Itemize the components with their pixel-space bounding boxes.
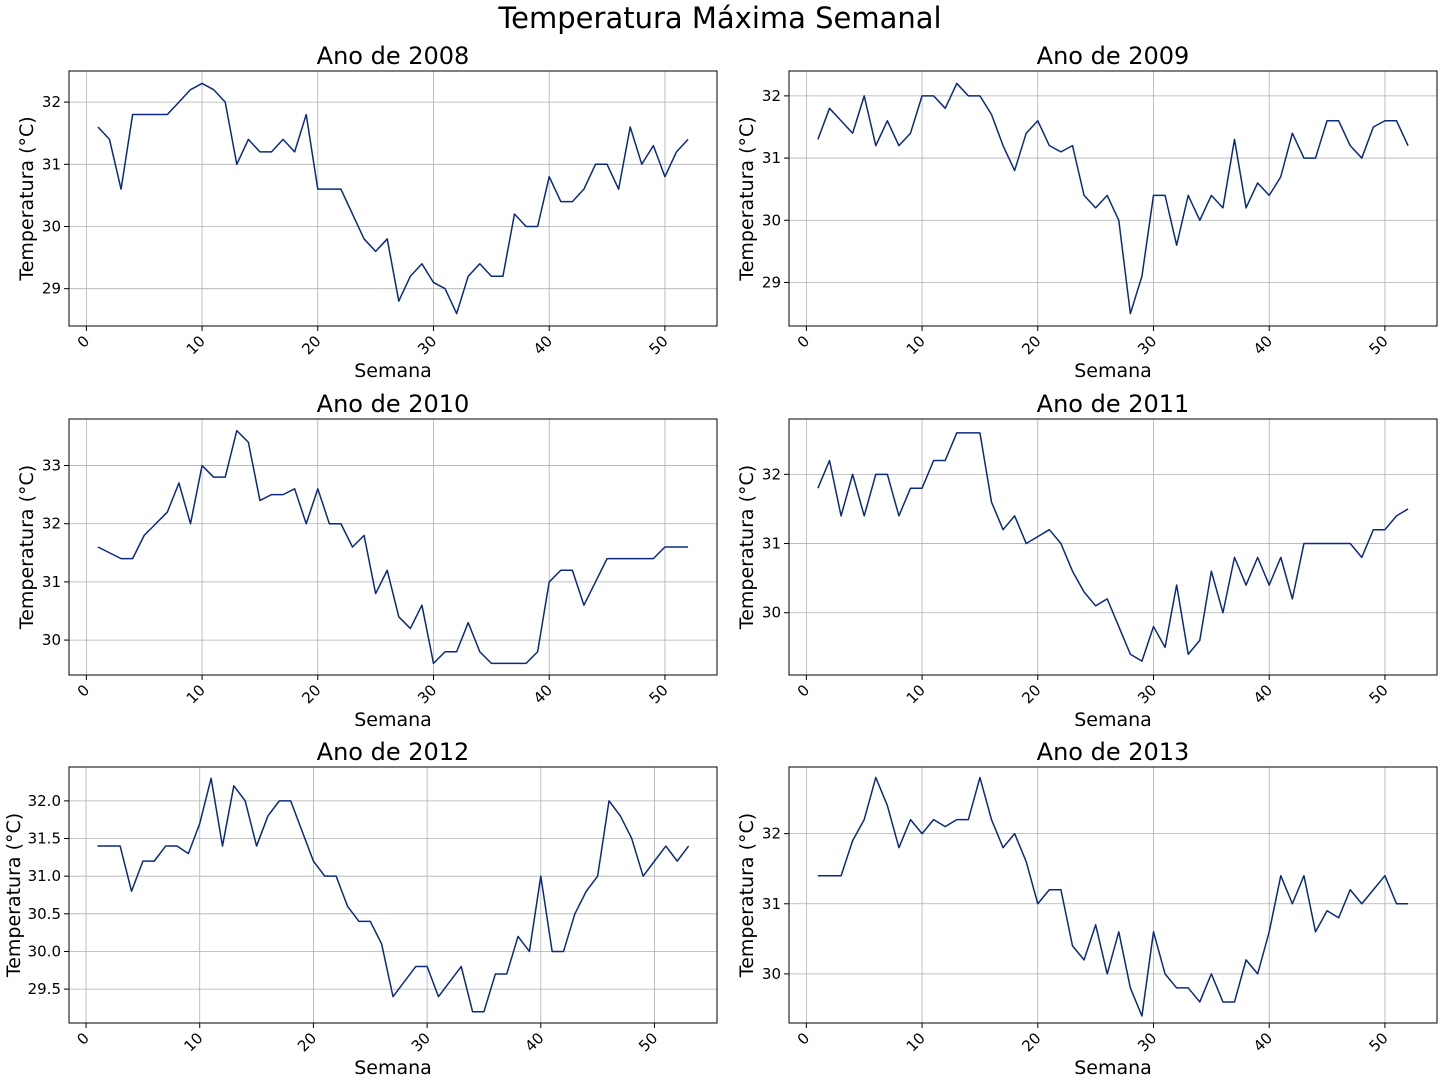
- y-tick-label: 30: [42, 217, 61, 235]
- x-tick-label: 20: [298, 332, 324, 358]
- axes-frame: [68, 766, 718, 1024]
- x-tick-label: 10: [183, 681, 209, 707]
- y-axis-label: Temperatura (°C): [736, 813, 758, 978]
- series-line: [817, 432, 1409, 662]
- subplot-title: Ano de 2009: [1037, 42, 1190, 70]
- x-axis-label: Semana: [1074, 709, 1152, 731]
- axes-frame: [788, 70, 1438, 327]
- x-tick-label: 40: [530, 332, 556, 358]
- x-tick-label: 30: [414, 681, 440, 707]
- subplot-4: 0 10 20 30 40 50 30 31 32 Ano de 2011 Semana Temper…: [736, 390, 1438, 731]
- x-tick-label: 40: [1250, 681, 1276, 707]
- subplot-2: 0 10 20 30 40 50 29 30 31 32 Ano de 2009 Semana Temp…: [736, 42, 1438, 382]
- y-tick-label: 31: [762, 535, 781, 553]
- x-tick-label: 20: [1018, 332, 1044, 358]
- x-tick-label: 40: [1250, 332, 1276, 358]
- y-tick-label: 29: [42, 280, 61, 298]
- y-tick-label: 32: [42, 515, 61, 533]
- x-tick-label: 10: [903, 332, 929, 358]
- x-tick-label: 10: [903, 1029, 929, 1055]
- x-axis-label: Semana: [354, 709, 432, 731]
- subplot-title: Ano de 2008: [317, 42, 470, 70]
- y-axis-label: Temperatura (°C): [736, 116, 758, 281]
- x-tick-label: 50: [646, 681, 672, 707]
- y-tick-label: 29: [762, 273, 781, 291]
- x-tick-label: 40: [521, 1029, 547, 1055]
- x-axis-label: Semana: [354, 1057, 432, 1079]
- y-tick-label: 32.0: [28, 792, 61, 810]
- y-tick-label: 32: [762, 465, 781, 483]
- y-axis-label: Temperatura (°C): [3, 813, 25, 978]
- x-tick-label: 10: [180, 1029, 206, 1055]
- y-tick-label: 29.5: [28, 980, 61, 998]
- x-tick-label: 40: [530, 681, 556, 707]
- series-line: [817, 82, 1409, 315]
- y-tick-label: 31: [42, 573, 61, 591]
- x-tick-label: 0: [74, 332, 93, 351]
- y-tick-label: 31: [762, 895, 781, 913]
- y-tick-label: 31.0: [28, 867, 61, 885]
- x-tick-label: 40: [1250, 1029, 1276, 1055]
- y-tick-label: 32: [762, 87, 781, 105]
- axes-frame: [788, 418, 1438, 676]
- y-axis-label: Temperatura (°C): [16, 465, 38, 630]
- series-line: [817, 776, 1409, 1017]
- x-tick-label: 20: [294, 1029, 320, 1055]
- y-tick-label: 30.0: [28, 942, 61, 960]
- x-tick-label: 30: [1134, 681, 1160, 707]
- x-tick-label: 0: [794, 681, 813, 700]
- y-tick-label: 30: [762, 965, 781, 983]
- x-axis-label: Semana: [354, 360, 432, 382]
- x-tick-label: 20: [298, 681, 324, 707]
- series-line: [97, 777, 690, 1013]
- x-tick-label: 30: [408, 1029, 434, 1055]
- subplot-1: 0 10 20 30 40 50 29 30 31 32 Ano de 2008 Semana Temp…: [16, 42, 718, 382]
- series-line: [97, 82, 689, 315]
- y-tick-label: 31: [42, 155, 61, 173]
- y-tick-label: 33: [42, 457, 61, 475]
- subplot-3: 0 10 20 30 40 50 30 31 32 33 Ano de 2010 Semana Temp…: [16, 390, 718, 731]
- axes-frame: [788, 766, 1438, 1024]
- subplot-6: 0 10 20 30 40 50 30 31 32 Ano de 2013 Semana Temper…: [736, 738, 1438, 1079]
- subplot-5: 0 10 20 30 40 50 29.5 30.0 30.5 31.0 31.5 32.0 Ano d…: [3, 738, 718, 1079]
- x-tick-label: 20: [1018, 1029, 1044, 1055]
- x-tick-label: 50: [635, 1029, 661, 1055]
- series-line: [97, 429, 689, 665]
- x-tick-label: 0: [794, 1029, 813, 1048]
- axes-frame: [68, 70, 718, 327]
- x-axis-label: Semana: [1074, 360, 1152, 382]
- y-tick-label: 30: [762, 604, 781, 622]
- subplot-title: Ano de 2013: [1037, 738, 1190, 766]
- x-tick-label: 10: [903, 681, 929, 707]
- subplot-title: Ano de 2010: [317, 390, 470, 418]
- subplot-title: Ano de 2011: [1037, 390, 1190, 418]
- x-tick-label: 50: [646, 332, 672, 358]
- x-tick-label: 30: [414, 332, 440, 358]
- x-tick-label: 10: [183, 332, 209, 358]
- x-tick-label: 30: [1134, 1029, 1160, 1055]
- axes-frame: [68, 418, 718, 676]
- y-tick-label: 32: [762, 825, 781, 843]
- x-tick-label: 20: [1018, 681, 1044, 707]
- x-tick-label: 50: [1366, 1029, 1392, 1055]
- y-tick-label: 31: [762, 149, 781, 167]
- y-tick-label: 30.5: [28, 905, 61, 923]
- y-tick-label: 31.5: [28, 830, 61, 848]
- x-tick-label: 0: [73, 1029, 92, 1048]
- y-axis-label: Temperatura (°C): [736, 465, 758, 630]
- y-tick-label: 30: [762, 211, 781, 229]
- x-tick-label: 50: [1366, 332, 1392, 358]
- x-tick-label: 0: [74, 681, 93, 700]
- x-tick-label: 0: [794, 332, 813, 351]
- figure-title: Temperatura Máxima Semanal: [498, 1, 942, 35]
- y-tick-label: 30: [42, 631, 61, 649]
- y-tick-label: 32: [42, 93, 61, 111]
- x-tick-label: 50: [1366, 681, 1392, 707]
- x-axis-label: Semana: [1074, 1057, 1152, 1079]
- y-axis-label: Temperatura (°C): [16, 116, 38, 281]
- x-tick-label: 30: [1134, 332, 1160, 358]
- subplot-title: Ano de 2012: [317, 738, 470, 766]
